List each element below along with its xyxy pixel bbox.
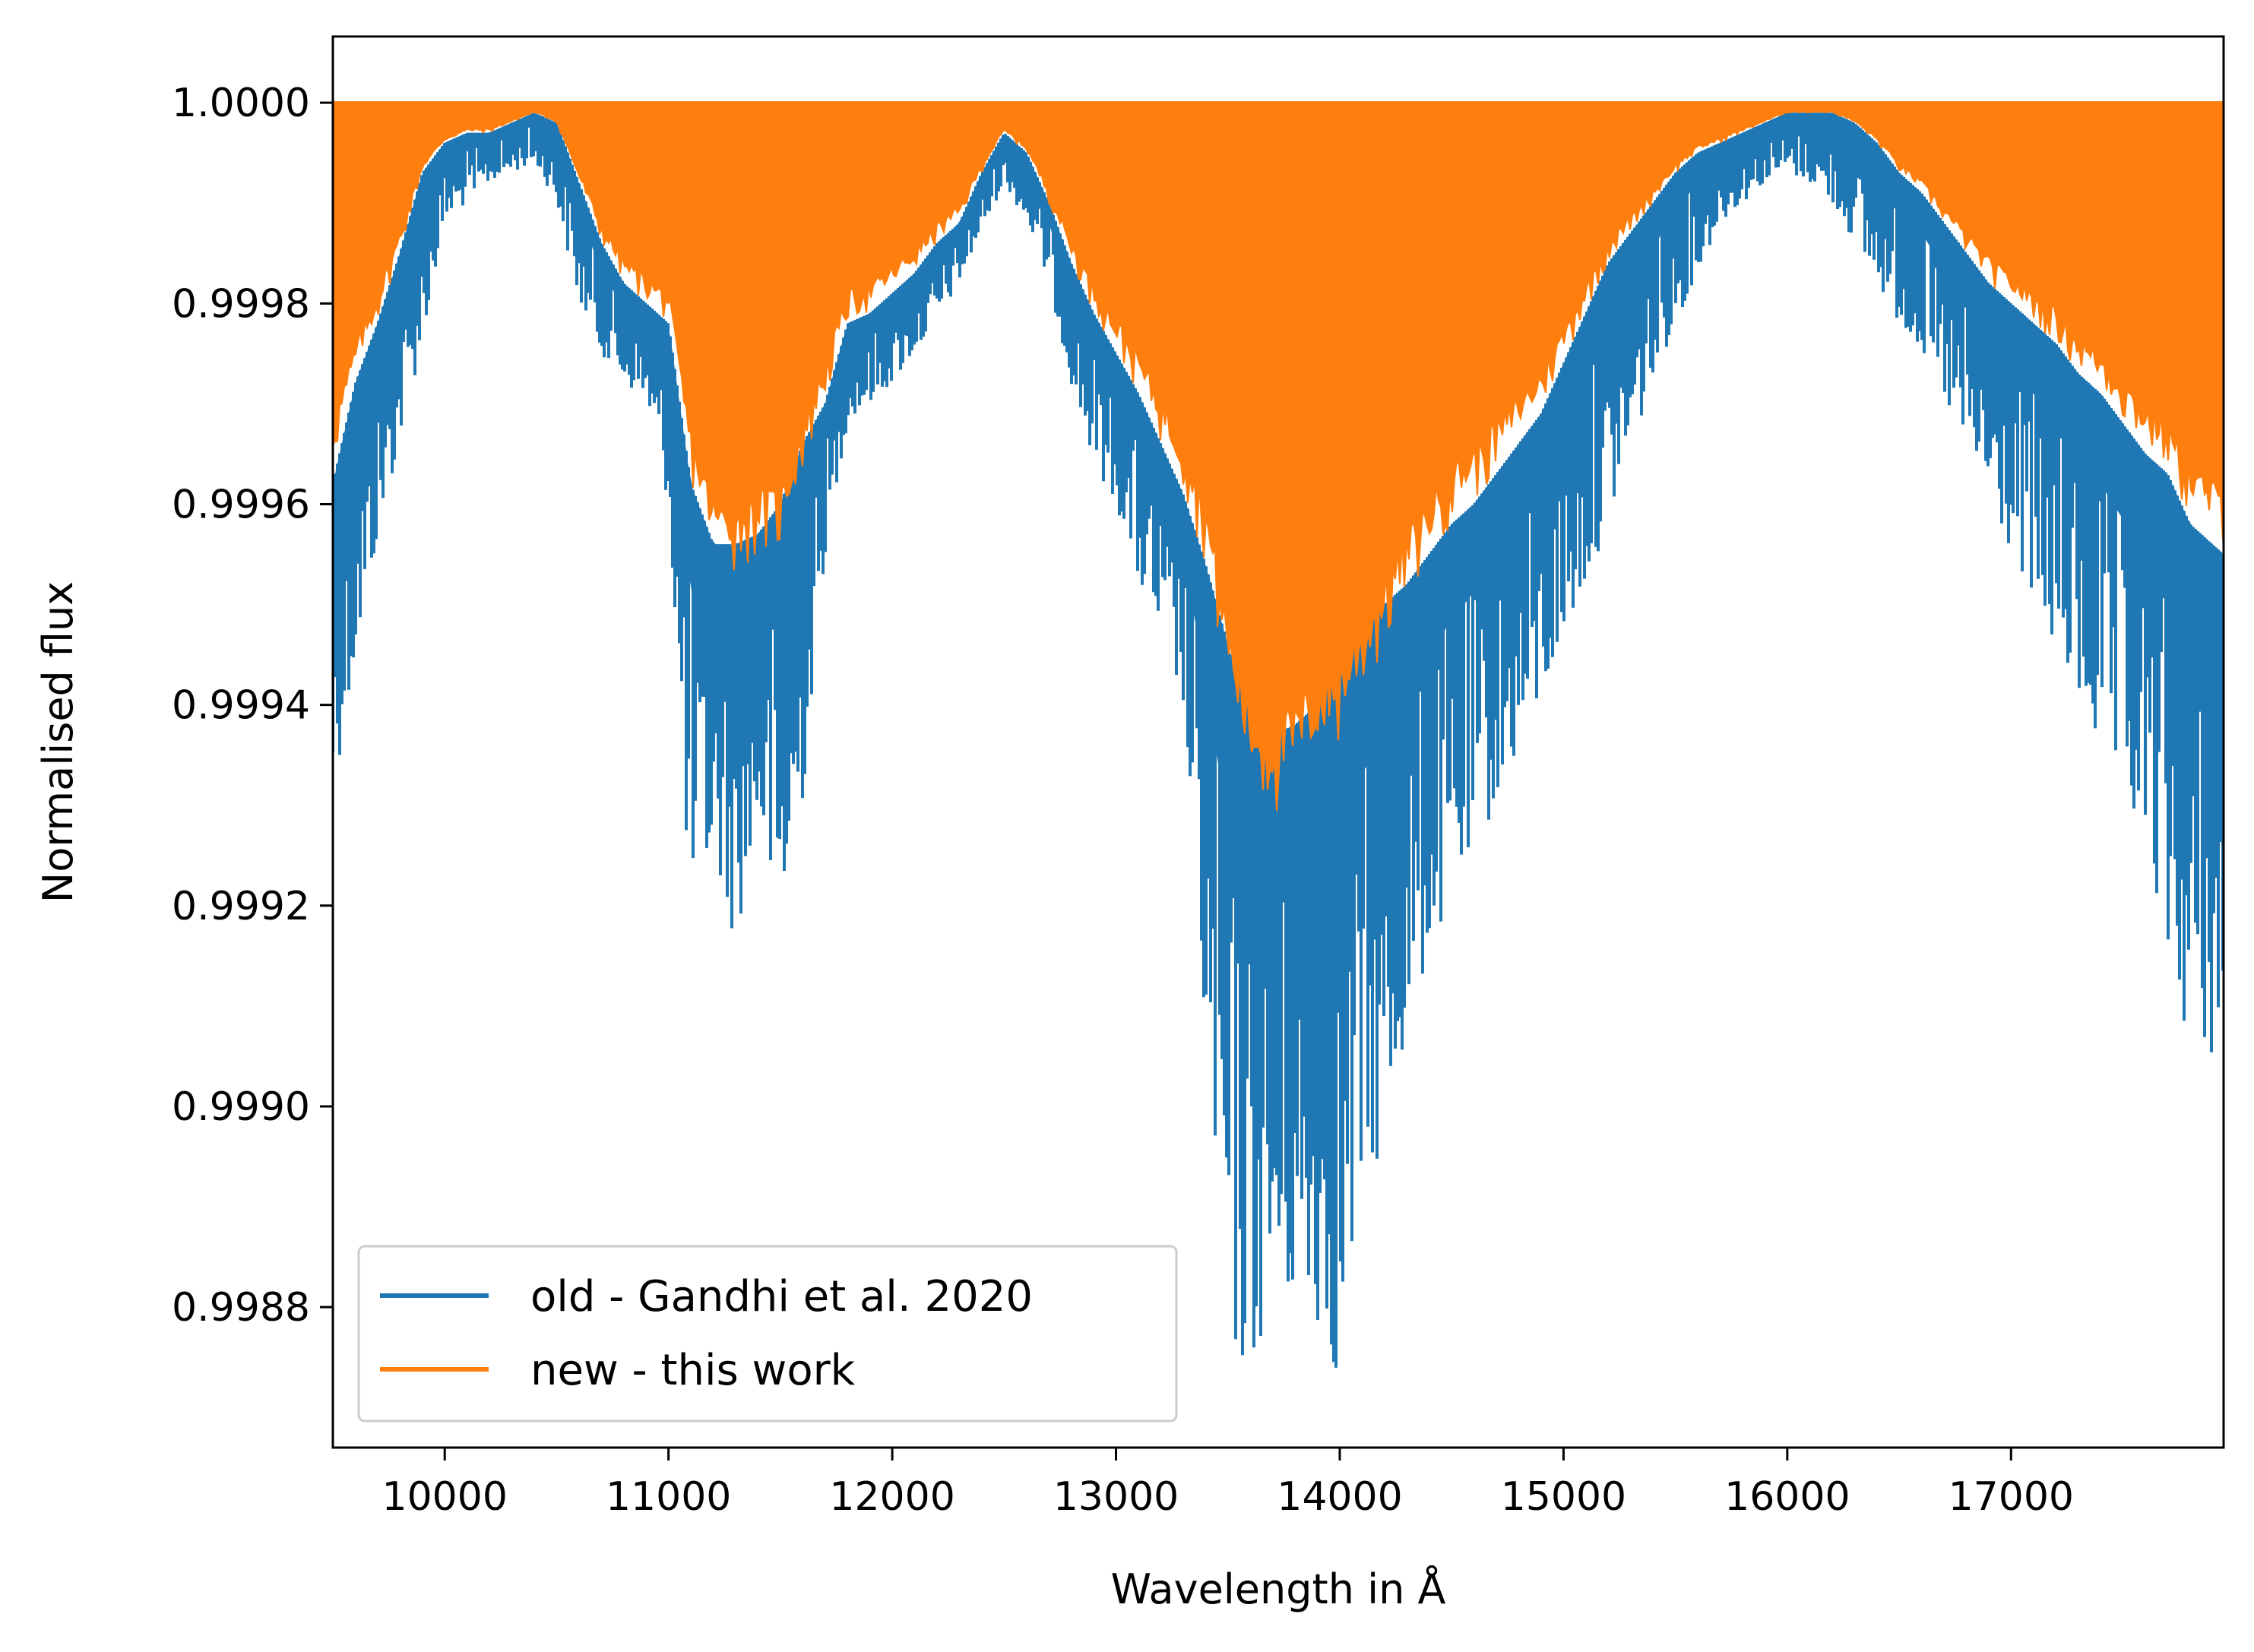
x-axis-label: Wavelength in Å	[1111, 1565, 1446, 1613]
x-tick-label: 14000	[1277, 1474, 1402, 1520]
x-tick-label: 16000	[1724, 1474, 1850, 1520]
series-new-fill	[333, 102, 2224, 812]
y-tick-label: 0.9988	[172, 1285, 310, 1331]
x-tick-label: 11000	[606, 1474, 731, 1520]
legend-box	[357, 1245, 1178, 1423]
legend-label-new: new - this work	[530, 1346, 856, 1395]
y-axis: 0.9988 0.9990 0.9992 0.9994 0.9996 0.9998 1.00…	[172, 81, 333, 1331]
legend-label-old: old - Gandhi et al. 2020	[530, 1272, 1033, 1321]
x-tick-label: 10000	[382, 1474, 508, 1520]
y-tick-label: 0.9990	[172, 1084, 310, 1130]
y-axis-label: Normalised flux	[34, 581, 82, 903]
plot-frame	[331, 35, 2225, 1449]
y-tick-label: 0.9996	[172, 482, 310, 527]
y-tick-label: 1.0000	[172, 81, 310, 126]
x-axis: 10000 11000 12000 13000 14000 15000 16000 17000	[382, 1448, 2074, 1520]
plot-series-group	[333, 101, 2224, 1368]
y-tick-label: 0.9998	[172, 281, 310, 327]
chart-legend: old - Gandhi et al. 2020 new - this work	[357, 1245, 1178, 1423]
series-old-lines	[333, 112, 2224, 1368]
y-tick-label: 0.9992	[172, 884, 310, 929]
x-tick-label: 13000	[1053, 1474, 1179, 1520]
x-tick-label: 17000	[1949, 1474, 2074, 1520]
y-tick-label: 0.9994	[172, 683, 310, 729]
x-tick-label: 15000	[1501, 1474, 1626, 1520]
x-tick-label: 12000	[829, 1474, 954, 1520]
